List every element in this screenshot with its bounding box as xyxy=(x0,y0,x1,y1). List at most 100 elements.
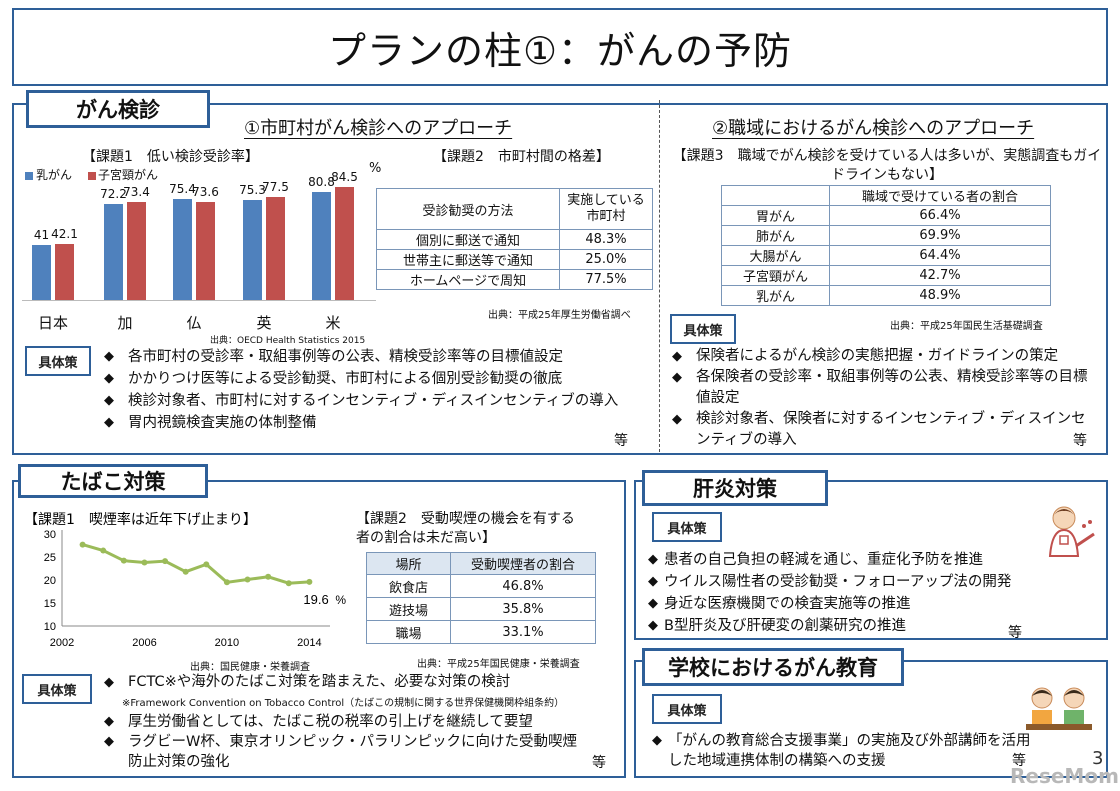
fctc-note: ※Framework Convention on Tobacco Control… xyxy=(122,698,565,709)
list-item: かかりつけ医等による受診勧奨、市町村による個別受診勧奨の徹底 xyxy=(100,368,618,390)
diamond-icon: ◆ xyxy=(652,733,662,748)
y-tick-label: 15 xyxy=(44,598,56,610)
screening-measures-label: 具体策 xyxy=(25,346,91,376)
table-cell: 33.1% xyxy=(450,620,596,644)
data-point xyxy=(79,541,86,548)
legend-breast-swatch xyxy=(25,172,33,180)
list-item: 検診対象者、市町村に対するインセンティブ・ディスインセンティブの導入 xyxy=(100,390,618,412)
data-point xyxy=(265,573,272,580)
table-cell: 48.9% xyxy=(829,285,1051,306)
municipal-table: 受診勧奨の方法 実施している 市町村 個別に郵送で通知 48.3% 世帯主に郵送等… xyxy=(376,188,653,290)
issue1-title: 【課題1 低い検診受診率】 xyxy=(82,149,259,165)
legend-cervical-label: 子宮頸がん xyxy=(98,168,159,182)
tobacco-measures: FCTC※や海外のたばこ対策を踏まえた、必要な対策の検討 xyxy=(100,672,510,693)
page-number: 3 xyxy=(1092,748,1104,769)
passive-table-header-rate: 受動喫煙者の割合 xyxy=(450,552,596,575)
table-cell: 46.8% xyxy=(450,574,596,598)
tobacco-measures-label: 具体策 xyxy=(22,674,92,704)
bar-value-label: 84.5 xyxy=(331,170,358,185)
smoking-rate-series-line xyxy=(82,543,310,585)
municipal-table-header-method: 受診勧奨の方法 xyxy=(376,188,560,230)
screening-measures-right: 保険者によるがん検診の実態把握・ガイドラインの策定 各保険者の受診率・取組事例等… xyxy=(668,346,1098,451)
tobacco-panel xyxy=(12,480,626,778)
bar-category-label: 仏 xyxy=(186,314,202,332)
hepatitis-section-label: 肝炎対策 xyxy=(642,470,828,506)
table-cell: ホームページで周知 xyxy=(376,269,560,290)
bar xyxy=(196,201,215,300)
bar xyxy=(312,192,331,300)
bar-chart-source: 出典：OECD Health Statistics 2015 xyxy=(210,336,366,346)
workplace-table-source: 出典：平成25年国民生活基礎調査 xyxy=(890,321,1043,332)
municipal-table-header-rate: 実施している 市町村 xyxy=(559,188,653,230)
passive-smoking-table: 場所 受動喫煙者の割合 飲食店 46.8% 遊技場 35.8% 職場 33.1% xyxy=(366,552,596,644)
bar-value-label: 42.1 xyxy=(51,226,78,241)
list-item: 各市町村の受診率・取組事例等の公表、精検受診率等の目標値設定 xyxy=(100,346,618,368)
list-item: FCTC※や海外のたばこ対策を踏まえた、必要な対策の検討 xyxy=(100,672,510,693)
page-title: プランの柱①：がんの予防 xyxy=(12,8,1108,86)
municipal-table-source: 出典：平成25年厚生労働省調べ xyxy=(488,310,631,321)
workplace-table-header-blank xyxy=(721,185,830,206)
data-point xyxy=(100,547,107,554)
screening-measures-left: 各市町村の受診率・取組事例等の公表、精検受診率等の目標値設定 かかりつけ医等によ… xyxy=(100,346,618,434)
bar-value-label: 77.5 xyxy=(262,179,289,194)
bar-value-label: 73.4 xyxy=(123,185,150,200)
end-value-unit: % xyxy=(335,593,346,607)
bar-category-label: 米 xyxy=(325,314,341,332)
table-cell: 個別に郵送で通知 xyxy=(376,229,560,250)
issue2-title: 【課題2 市町村間の格差】 xyxy=(433,149,610,165)
table-cell: 35.8% xyxy=(450,597,596,621)
bar-category-label: 加 xyxy=(117,314,133,332)
data-point xyxy=(182,568,189,575)
bar-value-label: 80.8 xyxy=(308,175,335,190)
bar-value-label: 73.6 xyxy=(192,184,219,199)
bar xyxy=(335,187,354,300)
table-cell: 遊技場 xyxy=(366,597,451,621)
table-cell: 77.5% xyxy=(559,269,653,290)
passive-table-header-place: 場所 xyxy=(366,552,451,575)
x-tick-label: 2006 xyxy=(132,637,156,649)
screening-divider xyxy=(659,100,660,452)
bar xyxy=(55,243,74,300)
list-item: 厚生労働省としては、たばこ税の税率の引上げを継続して要望 xyxy=(100,712,580,732)
bar xyxy=(104,203,123,300)
data-point xyxy=(244,576,251,583)
data-point xyxy=(285,580,292,587)
screening-section-label: がん検診 xyxy=(26,90,210,128)
legend-breast-label: 乳がん xyxy=(36,168,73,182)
data-point xyxy=(203,561,210,568)
data-point xyxy=(162,558,169,565)
table-cell: 大腸がん xyxy=(721,245,830,266)
bar-value-label: 72.2 xyxy=(100,186,127,201)
workplace-heading: ②職域におけるがん検診へのアプローチ xyxy=(712,118,1035,139)
education-etc: 等 xyxy=(1012,753,1026,769)
workplace-measures-label: 具体策 xyxy=(670,314,736,344)
line-chart-source: 出典：国民健康・栄養調査 xyxy=(190,662,310,673)
bar-value-label: 75.3 xyxy=(239,182,266,197)
legend-cervical-swatch xyxy=(88,172,96,180)
x-tick-label: 2010 xyxy=(215,637,239,649)
tobacco-issue2-title: 【課題2 受動喫煙の機会を有する者の割合は未だ高い】 xyxy=(356,511,575,546)
list-item: 胃内視鏡検査実施の体制整備 xyxy=(100,412,618,434)
list-item: 検診対象者、保険者に対するインセンティブ・ディスインセンティブの導入 xyxy=(668,409,1098,451)
municipal-heading: ①市町村がん検診へのアプローチ xyxy=(244,118,513,139)
list-item: ラグビーW杯、東京オリンピック・パラリンピックに向けた受動喫煙防止対策の強化 xyxy=(100,732,580,772)
screening-bar-chart: 41 42.1 日本 72.2 73.4 加 75.4 73.6 仏 75.3 77.5 英 80.8 8… xyxy=(18,150,378,332)
y-tick-label: 25 xyxy=(44,552,56,564)
table-cell: 25.0% xyxy=(559,249,653,270)
education-measure: ◆ 「がんの教育総合支援事業」の実施及び外部講師を活用した地域連携体制の構築への… xyxy=(652,731,1032,771)
line-chart-title: 【課題1 喫煙率は近年下げ止まり】 xyxy=(24,511,257,528)
x-tick-label: 2002 xyxy=(50,637,74,649)
table-cell: 42.7% xyxy=(829,265,1051,286)
bar xyxy=(266,196,285,300)
tobacco-section-label: たばこ対策 xyxy=(18,464,208,498)
bar xyxy=(173,199,192,300)
children-illustration xyxy=(1026,687,1092,730)
tobacco-measure-1: FCTC※や海外のたばこ対策を踏まえた、必要な対策の検討 xyxy=(128,674,511,690)
table-cell: 64.4% xyxy=(829,245,1051,266)
bar-chart-baseline xyxy=(22,300,376,301)
doctor-illustration xyxy=(1048,506,1095,557)
table-cell: 48.3% xyxy=(559,229,653,250)
bar-category-label: 日本 xyxy=(37,314,68,332)
y-tick-label: 20 xyxy=(44,575,56,587)
bar-value-label: 75.4 xyxy=(169,182,196,197)
